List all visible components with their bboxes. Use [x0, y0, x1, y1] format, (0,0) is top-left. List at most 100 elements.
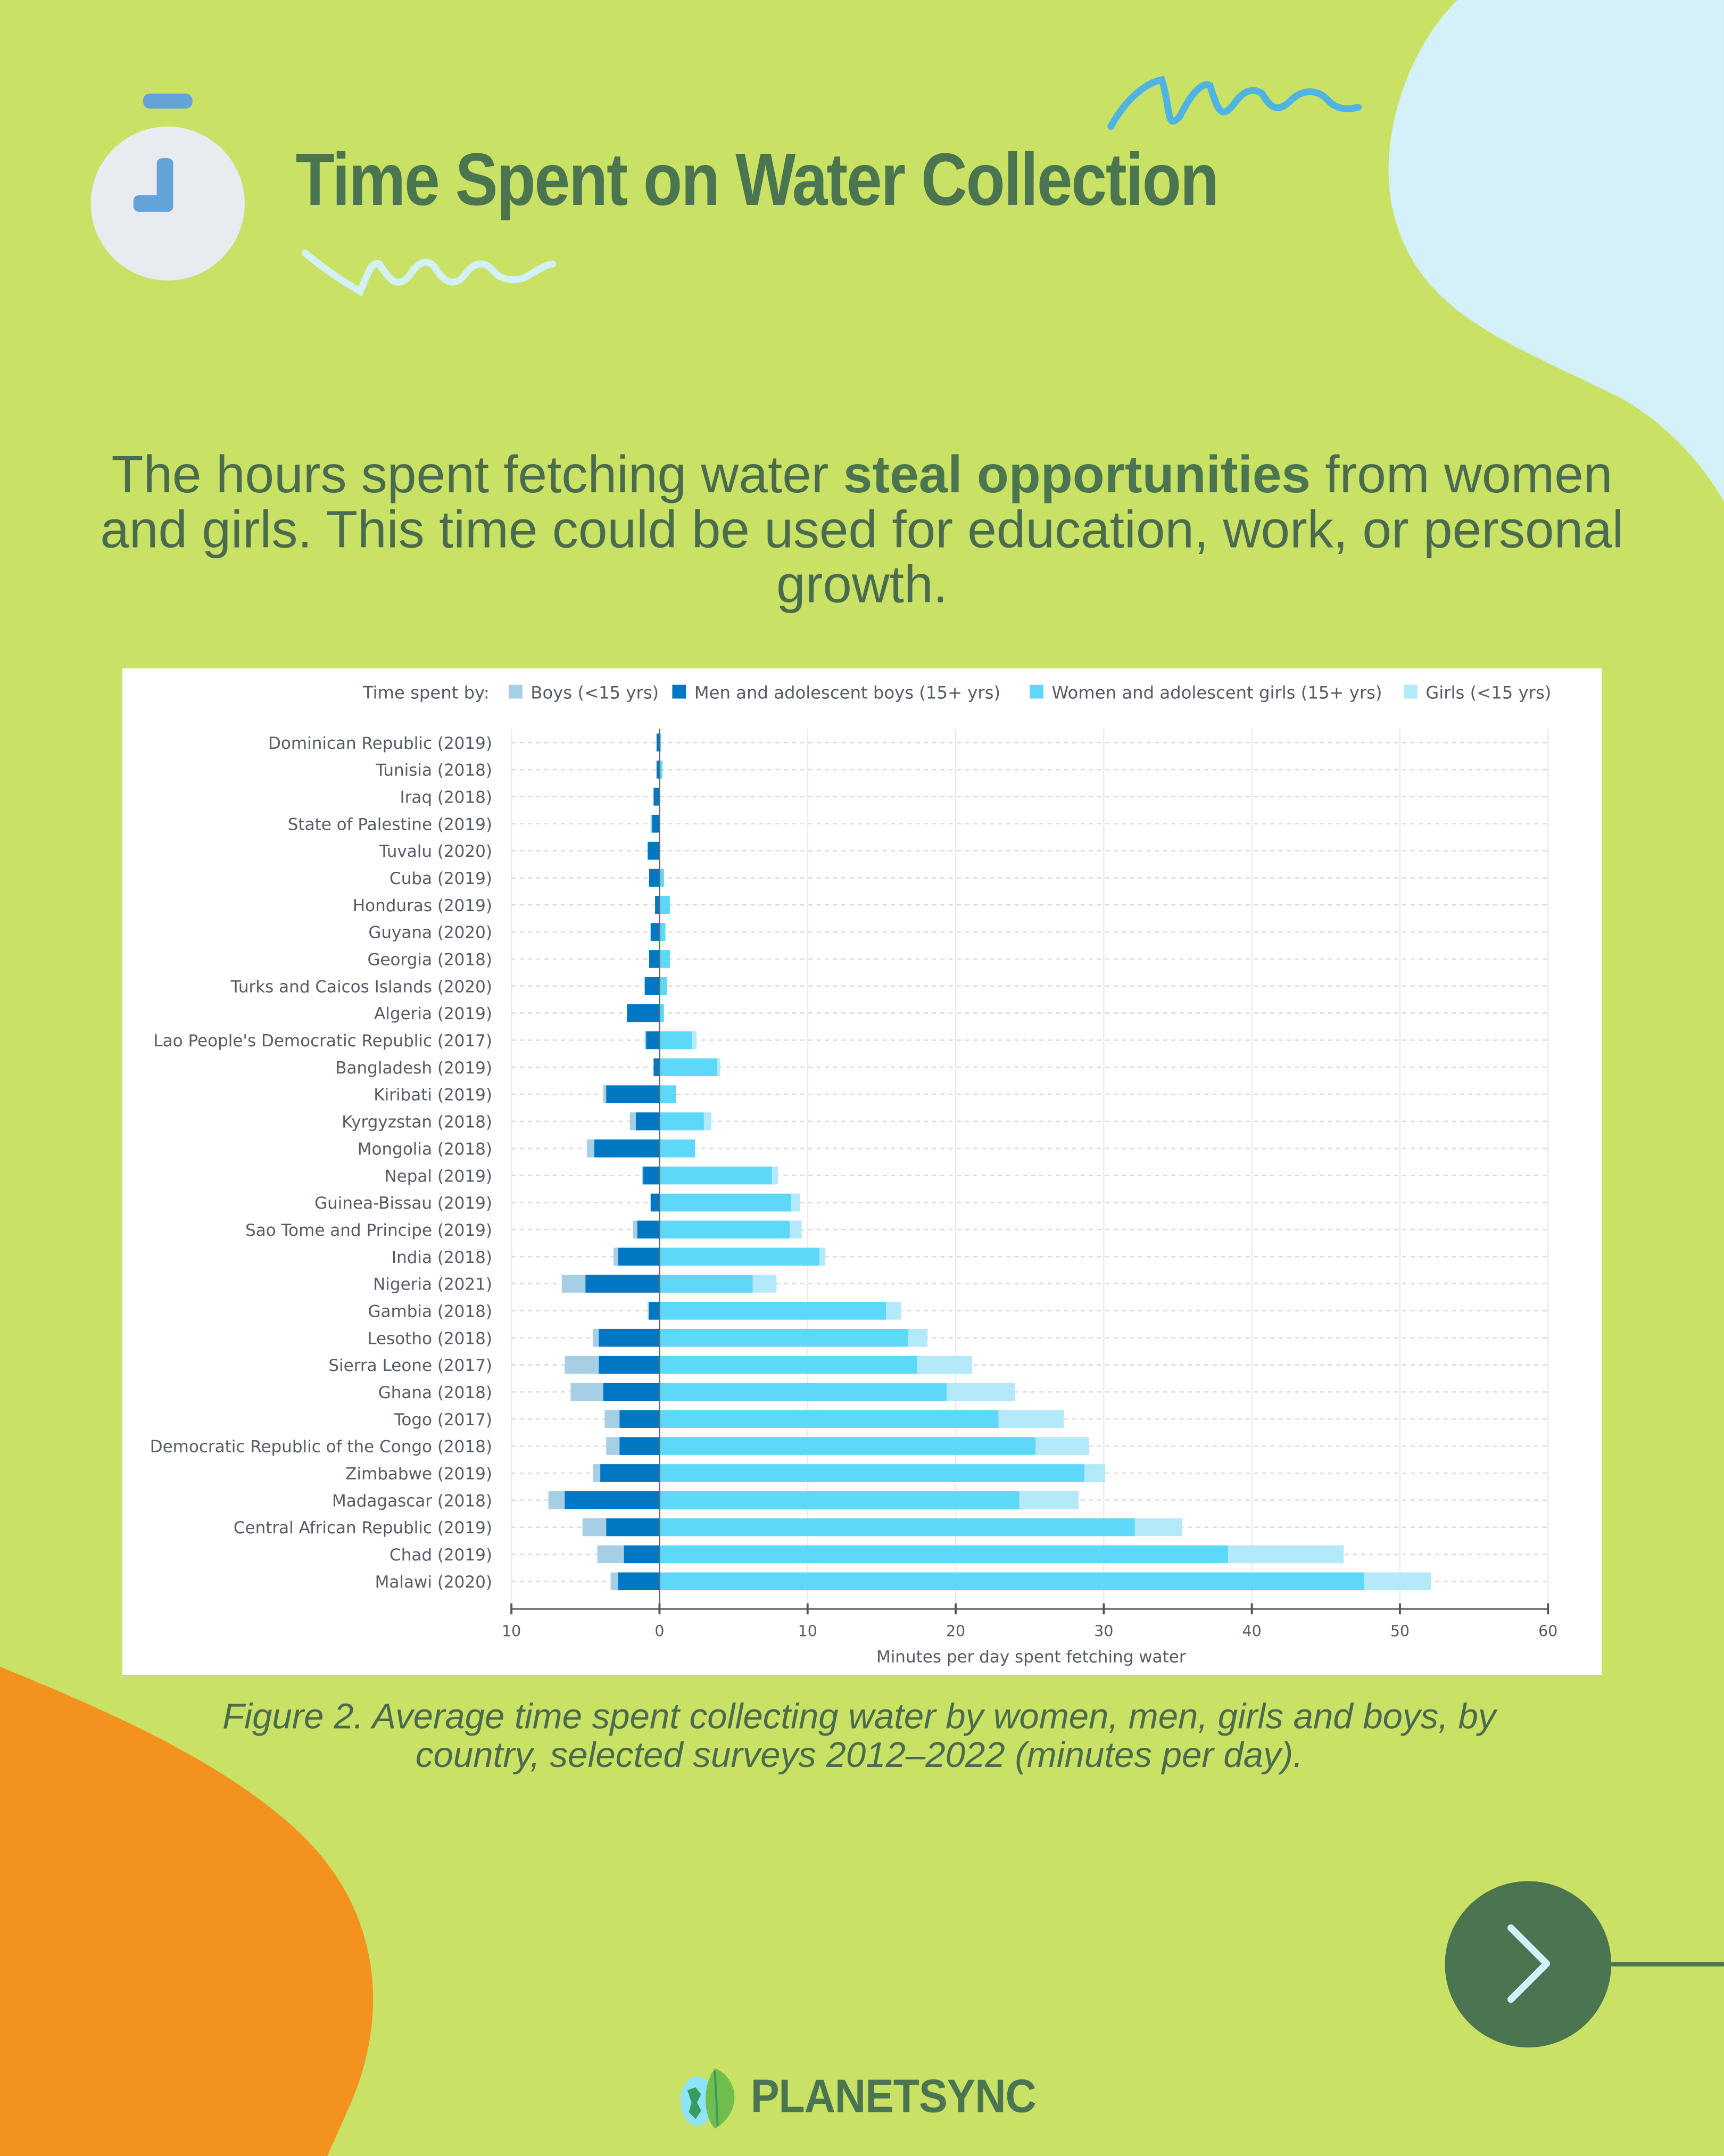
bar-men: [643, 1166, 660, 1185]
bar-boys: [597, 1545, 624, 1564]
bar-girls: [772, 1166, 778, 1185]
category-label: Honduras (2019): [353, 896, 492, 915]
category-label: Sao Tome and Principe (2019): [245, 1221, 492, 1240]
x-tick-label: 0: [654, 1623, 664, 1640]
subtitle: The hours spent fetching water steal opp…: [82, 448, 1642, 613]
bar-women: [659, 1302, 886, 1320]
bar-men: [624, 1545, 660, 1564]
bar-men: [652, 814, 660, 833]
bar-men: [585, 1275, 660, 1293]
bar-boys: [593, 1464, 601, 1482]
bar-boys: [610, 1572, 618, 1591]
stopwatch-icon: [90, 93, 245, 281]
light-blue-blob: [1388, 0, 1724, 502]
category-label: Togo (2017): [394, 1410, 492, 1430]
bar-men: [653, 1058, 660, 1077]
bar-girls: [717, 1058, 720, 1077]
bar-girls: [790, 1220, 802, 1239]
category-label: Mongolia (2018): [358, 1139, 492, 1159]
subtitle-emphasis: steal opportunities: [843, 447, 1311, 505]
bar-women: [659, 1437, 1036, 1455]
category-label: Malawi (2020): [375, 1573, 492, 1592]
bar-women: [659, 1464, 1085, 1482]
figure-caption: Figure 2. Average time spent collecting …: [222, 1695, 1496, 1775]
bar-girls: [886, 1302, 901, 1320]
squiggle-blue: [1107, 76, 1362, 130]
bar-men: [619, 1410, 660, 1428]
x-tick-label: 60: [1538, 1623, 1557, 1640]
bar-women: [659, 1248, 820, 1266]
bar-women: [659, 1410, 999, 1428]
bar-men: [627, 1004, 660, 1022]
bar-boys: [614, 1248, 618, 1266]
bar-men: [619, 1437, 660, 1455]
bar-men: [606, 1085, 660, 1103]
bar-girls: [692, 1031, 697, 1050]
next-button[interactable]: [1445, 1881, 1612, 2048]
chevron-right-icon: [1507, 1924, 1551, 2003]
bar-girls: [1134, 1518, 1182, 1537]
bar-women: [659, 869, 664, 887]
category-label: Nepal (2019): [384, 1167, 492, 1186]
orange-blob: [0, 1666, 374, 2156]
bar-women: [659, 950, 670, 968]
category-label: Zimbabwe (2019): [345, 1465, 492, 1484]
category-label: Chad (2019): [389, 1546, 492, 1565]
bar-girls: [1019, 1491, 1079, 1509]
bar-girls: [908, 1328, 928, 1347]
bar-girls: [1228, 1545, 1344, 1564]
bar-men: [600, 1464, 660, 1482]
category-label: Georgia (2018): [367, 951, 492, 970]
bar-women: [659, 1085, 676, 1103]
bar-girls: [703, 1112, 711, 1130]
x-tick-label: 10: [502, 1623, 521, 1640]
category-label: Guinea-Bissau (2019): [314, 1194, 492, 1213]
subtitle-text: The hours spent fetching water: [111, 447, 843, 505]
bar-girls: [819, 1248, 826, 1266]
bar-women: [659, 1166, 772, 1185]
chart-panel: Dominican Republic (2019) Tunisia (2018) I…: [122, 668, 1602, 1675]
bar-women: [659, 1112, 704, 1130]
bar-girls: [947, 1383, 1015, 1401]
bar-men: [649, 1302, 660, 1320]
bar-women: [659, 1058, 717, 1077]
bar-boys: [565, 1356, 599, 1374]
bar-women: [659, 977, 667, 995]
subtitle-text-end: from women and girls. This time could be…: [100, 447, 1624, 615]
legend-entry: Boys (<15 yrs): [531, 683, 659, 703]
bar-boys: [561, 1275, 586, 1293]
category-label: Madagascar (2018): [332, 1491, 492, 1510]
bar-girls: [1035, 1437, 1089, 1455]
bar-girls: [791, 1193, 800, 1212]
bar-men: [603, 1383, 660, 1401]
category-label: Kiribati (2019): [374, 1086, 492, 1105]
category-label: Democratic Republic of the Congo (2018): [150, 1438, 492, 1457]
bar-boys: [650, 814, 652, 833]
bar-girls: [752, 1275, 777, 1293]
bar-women: [659, 1383, 947, 1401]
legend-swatch: [1030, 684, 1044, 699]
x-tick-label: 30: [1094, 1623, 1113, 1640]
category-label: Iraq (2018): [400, 788, 492, 807]
bar-men: [656, 761, 660, 779]
category-label: Gambia (2018): [368, 1302, 492, 1321]
x-tick-label: 10: [798, 1623, 817, 1640]
bar-boys: [642, 1166, 643, 1185]
squiggle-light: [302, 249, 557, 297]
category-label: Algeria (2019): [374, 1004, 492, 1023]
bar-girls: [917, 1356, 972, 1374]
category-label: Tuvalu (2020): [379, 842, 492, 861]
legend-swatch: [508, 684, 523, 699]
bar-women: [659, 1139, 695, 1158]
x-tick-label: 50: [1390, 1623, 1410, 1640]
bar-boys: [593, 1328, 599, 1347]
bar-men: [599, 1328, 660, 1347]
x-tick-label: 20: [946, 1623, 965, 1640]
bar-women: [659, 1328, 908, 1347]
category-label: State of Palestine (2019): [288, 815, 492, 834]
legend-title: Time spent by:: [362, 683, 490, 703]
bar-women: [659, 1031, 692, 1050]
brand-logo: PLANETSYNC: [674, 2063, 1060, 2132]
